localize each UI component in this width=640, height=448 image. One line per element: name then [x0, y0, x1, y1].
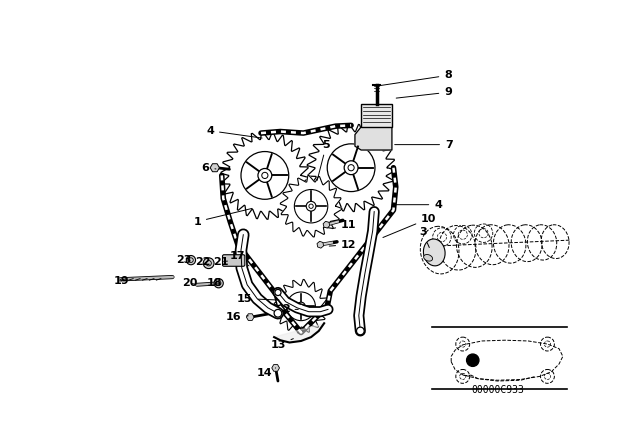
Polygon shape [274, 323, 324, 343]
Polygon shape [272, 365, 280, 371]
Text: 16: 16 [225, 312, 248, 322]
Text: 23: 23 [177, 255, 192, 265]
Polygon shape [323, 221, 330, 228]
Text: 15: 15 [237, 293, 279, 304]
Circle shape [467, 354, 479, 366]
Circle shape [297, 302, 305, 310]
Circle shape [327, 144, 375, 192]
Text: 19: 19 [114, 276, 129, 286]
Text: 4: 4 [206, 126, 262, 138]
Text: 11: 11 [332, 220, 356, 230]
Circle shape [262, 172, 268, 178]
Text: 20: 20 [182, 278, 197, 288]
Polygon shape [307, 124, 395, 211]
Circle shape [294, 190, 328, 223]
Polygon shape [355, 127, 392, 150]
Text: 4: 4 [392, 200, 442, 210]
Circle shape [274, 310, 282, 317]
Circle shape [344, 161, 358, 175]
Text: 18: 18 [207, 278, 223, 288]
Text: 5: 5 [317, 140, 330, 181]
Text: 6: 6 [202, 163, 216, 173]
Circle shape [241, 151, 289, 199]
Polygon shape [317, 241, 324, 248]
Text: 17: 17 [230, 250, 249, 266]
Circle shape [287, 292, 316, 321]
Text: 7: 7 [395, 140, 452, 150]
FancyBboxPatch shape [361, 104, 392, 127]
Circle shape [258, 168, 272, 182]
Text: 1: 1 [193, 208, 252, 227]
Text: 3: 3 [419, 228, 429, 248]
Polygon shape [246, 314, 254, 320]
Text: 9: 9 [396, 87, 452, 98]
Text: 21: 21 [213, 257, 228, 267]
Circle shape [275, 289, 281, 296]
Polygon shape [280, 176, 342, 237]
Text: 8: 8 [380, 70, 452, 86]
Circle shape [306, 201, 316, 211]
Text: 14: 14 [257, 368, 276, 378]
Polygon shape [274, 280, 328, 333]
Circle shape [186, 255, 196, 265]
Circle shape [300, 305, 303, 308]
FancyBboxPatch shape [223, 255, 245, 266]
Circle shape [348, 165, 354, 171]
Text: 00000C933: 00000C933 [471, 385, 524, 395]
Circle shape [309, 204, 313, 208]
Text: 22: 22 [195, 257, 210, 267]
Text: 2: 2 [282, 304, 298, 314]
Text: 12: 12 [329, 240, 356, 250]
Circle shape [214, 279, 223, 288]
Polygon shape [210, 164, 220, 172]
Polygon shape [221, 132, 308, 219]
Circle shape [204, 258, 214, 269]
Text: 13: 13 [270, 339, 293, 350]
Ellipse shape [424, 254, 433, 261]
Text: 10: 10 [383, 214, 436, 237]
Ellipse shape [424, 239, 445, 266]
Circle shape [356, 327, 364, 335]
